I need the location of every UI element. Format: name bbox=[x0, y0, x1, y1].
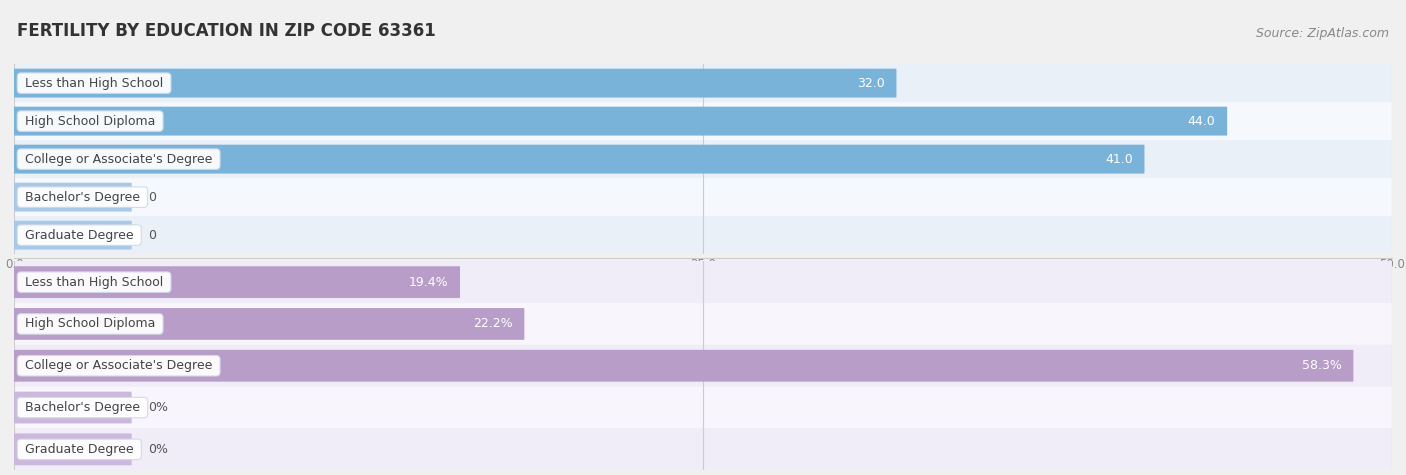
Text: 0: 0 bbox=[148, 228, 156, 242]
Text: Graduate Degree: Graduate Degree bbox=[21, 443, 138, 456]
Text: 0%: 0% bbox=[148, 443, 167, 456]
Text: 44.0: 44.0 bbox=[1188, 114, 1216, 128]
Text: Bachelor's Degree: Bachelor's Degree bbox=[21, 190, 143, 204]
FancyBboxPatch shape bbox=[14, 434, 132, 465]
FancyBboxPatch shape bbox=[14, 140, 1392, 178]
Text: College or Associate's Degree: College or Associate's Degree bbox=[21, 359, 217, 372]
FancyBboxPatch shape bbox=[14, 350, 1354, 381]
Text: 0%: 0% bbox=[148, 401, 167, 414]
FancyBboxPatch shape bbox=[14, 345, 1392, 387]
FancyBboxPatch shape bbox=[14, 303, 1392, 345]
Text: 0: 0 bbox=[148, 190, 156, 204]
FancyBboxPatch shape bbox=[14, 221, 132, 249]
Text: 19.4%: 19.4% bbox=[409, 276, 449, 289]
FancyBboxPatch shape bbox=[14, 308, 524, 340]
FancyBboxPatch shape bbox=[14, 102, 1392, 140]
Text: Source: ZipAtlas.com: Source: ZipAtlas.com bbox=[1256, 28, 1389, 40]
FancyBboxPatch shape bbox=[14, 183, 132, 211]
Text: 32.0: 32.0 bbox=[858, 76, 884, 90]
Text: Less than High School: Less than High School bbox=[21, 276, 167, 289]
FancyBboxPatch shape bbox=[14, 387, 1392, 428]
Text: High School Diploma: High School Diploma bbox=[21, 114, 159, 128]
FancyBboxPatch shape bbox=[14, 392, 132, 423]
Text: 58.3%: 58.3% bbox=[1302, 359, 1341, 372]
FancyBboxPatch shape bbox=[14, 178, 1392, 216]
FancyBboxPatch shape bbox=[14, 64, 1392, 102]
Text: 41.0: 41.0 bbox=[1105, 152, 1133, 166]
Text: High School Diploma: High School Diploma bbox=[21, 317, 159, 331]
FancyBboxPatch shape bbox=[14, 216, 1392, 254]
Text: Bachelor's Degree: Bachelor's Degree bbox=[21, 401, 143, 414]
FancyBboxPatch shape bbox=[14, 145, 1144, 173]
Text: College or Associate's Degree: College or Associate's Degree bbox=[21, 152, 217, 166]
Text: Graduate Degree: Graduate Degree bbox=[21, 228, 138, 242]
FancyBboxPatch shape bbox=[14, 261, 1392, 303]
FancyBboxPatch shape bbox=[14, 107, 1227, 135]
Text: 22.2%: 22.2% bbox=[474, 317, 513, 331]
FancyBboxPatch shape bbox=[14, 428, 1392, 470]
Text: Less than High School: Less than High School bbox=[21, 76, 167, 90]
FancyBboxPatch shape bbox=[14, 69, 897, 97]
Text: FERTILITY BY EDUCATION IN ZIP CODE 63361: FERTILITY BY EDUCATION IN ZIP CODE 63361 bbox=[17, 22, 436, 40]
FancyBboxPatch shape bbox=[14, 266, 460, 298]
